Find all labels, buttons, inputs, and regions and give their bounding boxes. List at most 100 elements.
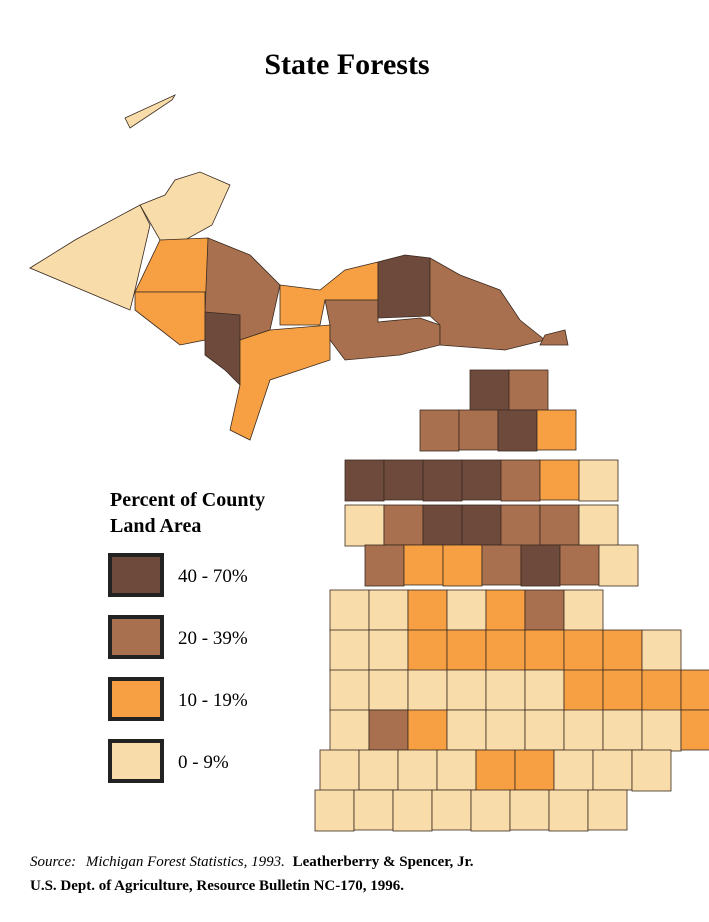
county [407, 669, 448, 712]
county [485, 709, 526, 752]
county [641, 709, 682, 752]
county [500, 504, 541, 547]
county [553, 749, 594, 792]
county [475, 749, 516, 792]
county [368, 709, 409, 751]
county [436, 749, 477, 791]
county [514, 749, 555, 791]
legend-label: 10 - 19% [178, 690, 248, 711]
county [563, 709, 604, 752]
county [539, 459, 580, 501]
source-authors: Leatherberry & Spencer, Jr. [293, 854, 474, 870]
county [458, 409, 499, 451]
county [563, 589, 604, 632]
county [520, 544, 561, 587]
county [329, 709, 370, 752]
county [680, 709, 709, 751]
county [134, 291, 206, 346]
county [392, 789, 433, 832]
county [602, 709, 643, 751]
legend-swatch [108, 615, 164, 659]
county [329, 589, 370, 632]
county [446, 589, 487, 631]
county [524, 669, 565, 711]
county [344, 459, 385, 502]
county [508, 369, 549, 411]
county [139, 171, 231, 241]
county [431, 789, 472, 831]
county [419, 409, 460, 452]
source-line2: U.S. Dept. of Agriculture, Resource Bull… [30, 878, 404, 894]
county [548, 789, 589, 832]
county [469, 369, 510, 412]
county [602, 629, 643, 671]
county [497, 409, 538, 452]
county [383, 504, 424, 546]
county [329, 629, 370, 672]
county [461, 504, 502, 546]
county [446, 669, 487, 711]
county [485, 589, 526, 632]
county [422, 459, 463, 502]
legend-swatch [108, 739, 164, 783]
county [407, 589, 448, 632]
county [353, 789, 394, 831]
county [377, 254, 431, 319]
county [563, 629, 604, 672]
county [407, 629, 448, 672]
county [403, 544, 444, 586]
county [602, 669, 643, 711]
county [368, 629, 409, 671]
legend-title: Percent of County [110, 489, 265, 511]
county [578, 504, 619, 547]
county [509, 789, 550, 831]
county [524, 629, 565, 671]
source-work: Michigan Forest Statistics, 1993. [85, 854, 285, 870]
legend-title: Land Area [110, 515, 201, 537]
county [364, 544, 405, 587]
county [539, 329, 569, 346]
county [680, 669, 709, 711]
county [229, 324, 331, 441]
county [314, 789, 355, 832]
source-lead: Source: [30, 854, 76, 870]
county [524, 709, 565, 751]
county [481, 544, 522, 586]
source: Source: Michigan Forest Statistics, 1993… [30, 854, 474, 870]
county [500, 459, 541, 502]
legend: 40 - 70% 20 - 39% 10 - 19% 0 - 9% [108, 553, 248, 783]
county [446, 629, 487, 671]
county [587, 789, 628, 831]
county [470, 789, 511, 832]
county [536, 409, 577, 451]
county [641, 629, 682, 672]
county [485, 669, 526, 712]
isle-royale [124, 94, 177, 129]
legend-label: 40 - 70% [178, 566, 248, 587]
county [429, 257, 546, 351]
county [631, 749, 672, 792]
county [524, 589, 565, 631]
county [368, 589, 409, 631]
county [134, 237, 209, 293]
county [442, 544, 483, 587]
county [368, 669, 409, 711]
county [397, 749, 438, 792]
title: State Forests [264, 48, 429, 81]
county [592, 749, 633, 791]
legend-label: 20 - 39% [178, 628, 248, 649]
county [204, 311, 241, 386]
county [344, 504, 385, 547]
county [29, 204, 151, 311]
county [598, 544, 639, 587]
county [641, 669, 682, 712]
legend-swatch [108, 677, 164, 721]
legend-swatch [108, 553, 164, 597]
county [485, 629, 526, 672]
county [358, 749, 399, 791]
county [383, 459, 424, 501]
county [407, 709, 448, 752]
legend-label: 0 - 9% [178, 752, 229, 773]
county [461, 459, 502, 501]
